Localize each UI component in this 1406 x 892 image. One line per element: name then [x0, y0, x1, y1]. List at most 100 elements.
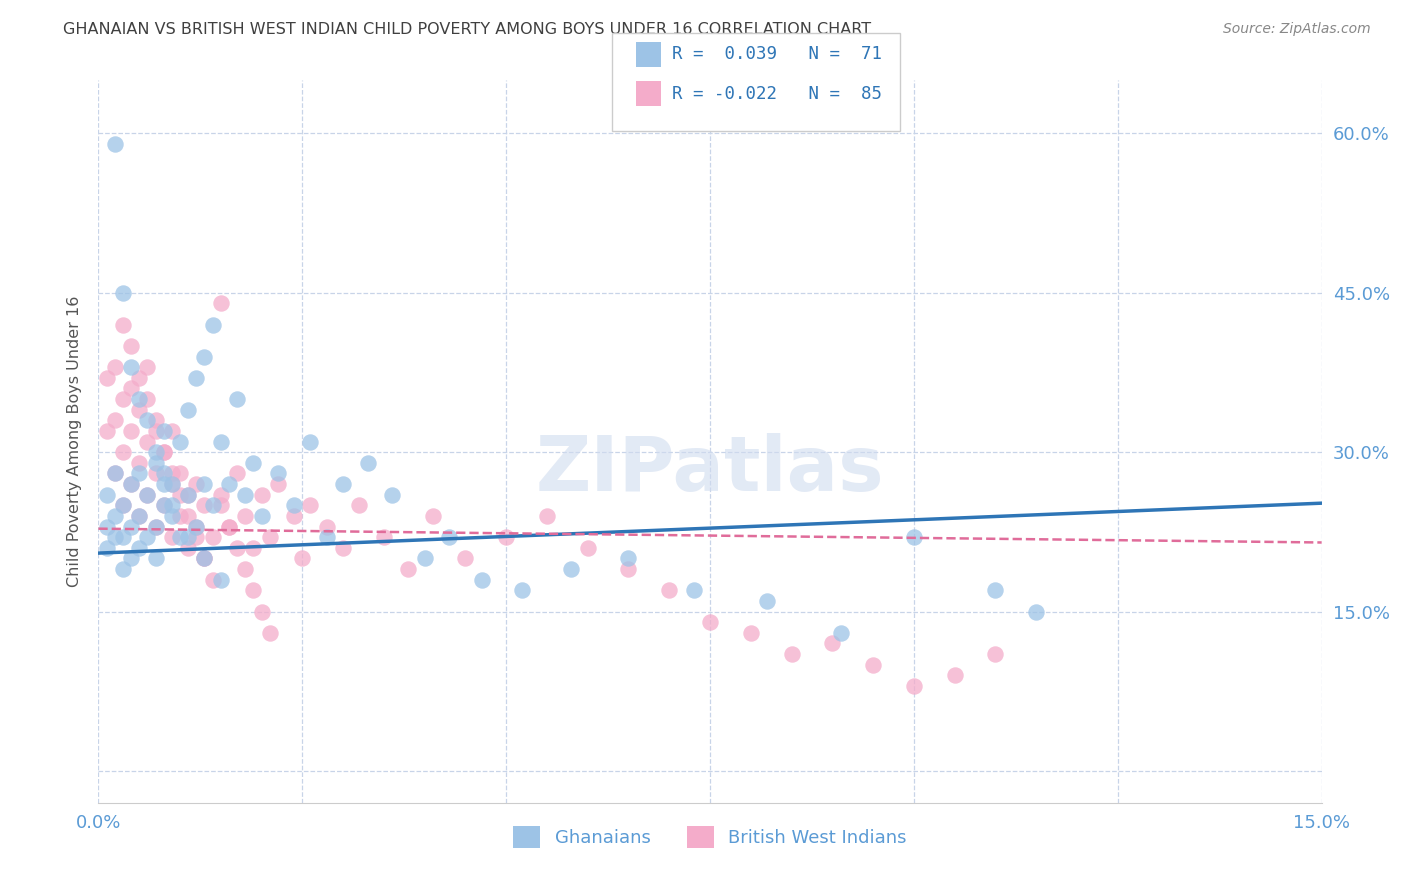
- Point: [177, 541, 200, 555]
- Point: [233, 508, 256, 523]
- Point: [193, 498, 215, 512]
- Point: [186, 519, 208, 533]
- Point: [242, 456, 264, 470]
- Point: [437, 530, 460, 544]
- Point: [111, 392, 134, 406]
- Point: [177, 488, 200, 502]
- Point: [209, 296, 232, 310]
- Point: [177, 488, 200, 502]
- Point: [111, 562, 134, 576]
- Point: [830, 625, 852, 640]
- Point: [299, 498, 322, 512]
- Point: [160, 530, 183, 544]
- Point: [120, 339, 142, 353]
- Point: [128, 456, 150, 470]
- Point: [160, 498, 183, 512]
- Point: [267, 477, 290, 491]
- Point: [152, 477, 174, 491]
- Point: [943, 668, 966, 682]
- Text: R = -0.022   N =  85: R = -0.022 N = 85: [672, 85, 882, 103]
- Point: [96, 541, 118, 555]
- Point: [576, 541, 599, 555]
- Point: [145, 519, 167, 533]
- Point: [145, 424, 167, 438]
- Point: [169, 467, 191, 481]
- Point: [160, 477, 183, 491]
- Point: [332, 541, 354, 555]
- Point: [136, 530, 159, 544]
- Point: [145, 413, 167, 427]
- Point: [193, 551, 215, 566]
- Point: [128, 402, 150, 417]
- Point: [193, 551, 215, 566]
- Point: [136, 360, 159, 375]
- Point: [96, 488, 118, 502]
- Point: [903, 679, 925, 693]
- Point: [169, 488, 191, 502]
- Point: [111, 530, 134, 544]
- Point: [136, 488, 159, 502]
- Point: [250, 488, 273, 502]
- Point: [984, 647, 1007, 661]
- Point: [250, 508, 273, 523]
- Point: [145, 445, 167, 459]
- Point: [233, 562, 256, 576]
- Point: [186, 519, 208, 533]
- Point: [356, 456, 378, 470]
- Point: [454, 551, 477, 566]
- Point: [136, 392, 159, 406]
- Point: [332, 477, 354, 491]
- Point: [740, 625, 762, 640]
- Point: [169, 434, 191, 449]
- Point: [495, 530, 517, 544]
- Point: [259, 625, 281, 640]
- Point: [96, 371, 118, 385]
- Point: [111, 318, 134, 332]
- Point: [186, 530, 208, 544]
- Point: [1025, 605, 1047, 619]
- Point: [152, 445, 174, 459]
- Point: [136, 434, 159, 449]
- Point: [136, 413, 159, 427]
- Legend: Ghanaians, British West Indians: Ghanaians, British West Indians: [506, 819, 914, 855]
- Point: [128, 371, 150, 385]
- Point: [128, 541, 150, 555]
- Point: [780, 647, 803, 661]
- Y-axis label: Child Poverty Among Boys Under 16: Child Poverty Among Boys Under 16: [67, 296, 83, 587]
- Point: [145, 551, 167, 566]
- Point: [145, 467, 167, 481]
- Point: [120, 424, 142, 438]
- Point: [267, 467, 290, 481]
- Point: [471, 573, 494, 587]
- Point: [299, 434, 322, 449]
- Point: [242, 583, 264, 598]
- Point: [152, 498, 174, 512]
- Point: [209, 573, 232, 587]
- Point: [160, 477, 183, 491]
- Point: [120, 360, 142, 375]
- Point: [104, 508, 127, 523]
- Point: [193, 350, 215, 364]
- Point: [104, 413, 127, 427]
- Text: ZIPatlas: ZIPatlas: [536, 434, 884, 508]
- Point: [226, 392, 249, 406]
- Point: [422, 508, 444, 523]
- Point: [96, 519, 118, 533]
- Point: [283, 508, 305, 523]
- Point: [201, 530, 224, 544]
- Point: [120, 381, 142, 395]
- Point: [283, 498, 305, 512]
- Point: [104, 467, 127, 481]
- Point: [862, 657, 884, 672]
- Point: [186, 477, 208, 491]
- Point: [120, 519, 142, 533]
- Point: [128, 467, 150, 481]
- Point: [699, 615, 721, 630]
- Point: [226, 541, 249, 555]
- Point: [186, 371, 208, 385]
- Point: [128, 392, 150, 406]
- Point: [315, 530, 337, 544]
- Point: [193, 477, 215, 491]
- Point: [193, 551, 215, 566]
- Point: [201, 318, 224, 332]
